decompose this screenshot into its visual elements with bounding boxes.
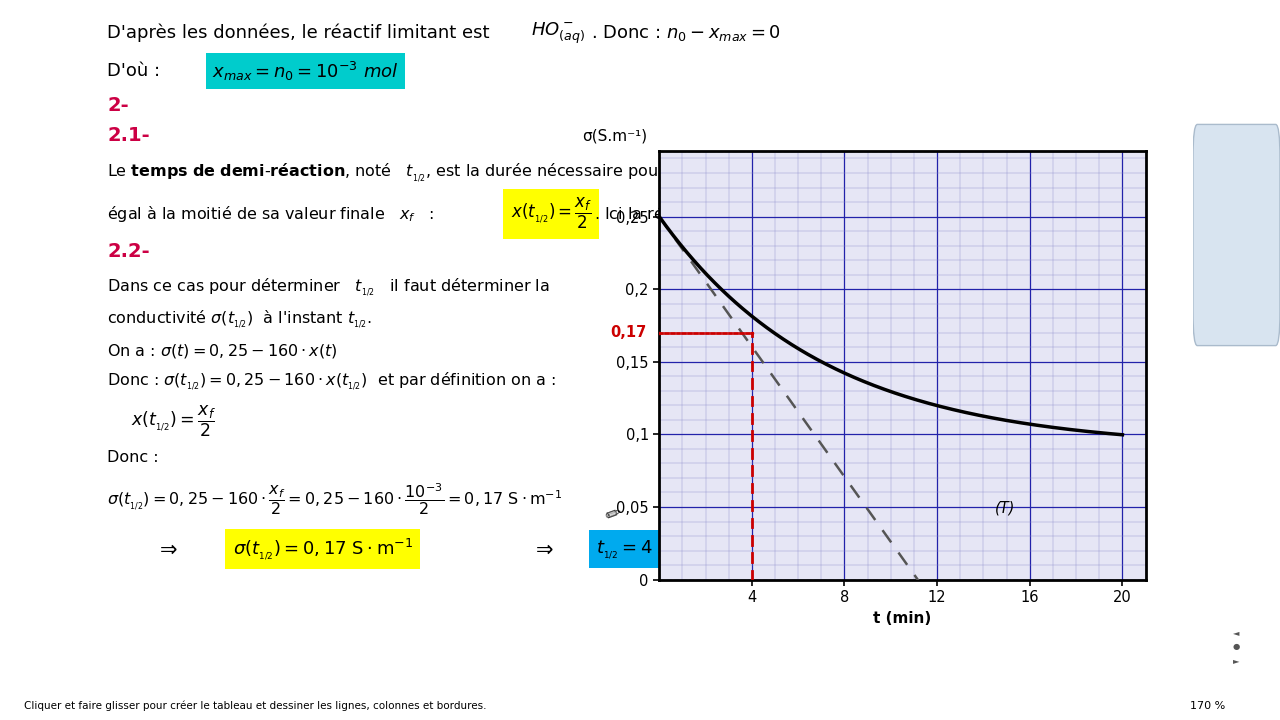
Text: 2.1-: 2.1- — [108, 126, 150, 145]
Text: D'où :: D'où : — [108, 62, 160, 80]
Text: Cliquer et faire glisser pour créer le tableau et dessiner les lignes, colonnes : Cliquer et faire glisser pour créer le t… — [24, 701, 486, 711]
Text: conductivité $\sigma(t_{_{1/2}})$  à l'instant $t_{_{1/2}}$.: conductivité $\sigma(t_{_{1/2}})$ à l'in… — [108, 309, 372, 331]
Text: ●: ● — [1233, 642, 1240, 651]
Text: $x(t_{_{1/2}}) = \dfrac{x_f}{2}$: $x(t_{_{1/2}}) = \dfrac{x_f}{2}$ — [132, 404, 216, 439]
Text: On a : $\sigma(t) = 0,25 - 160 \cdot x(t)$: On a : $\sigma(t) = 0,25 - 160 \cdot x(t… — [108, 343, 338, 361]
Text: ◄: ◄ — [1233, 628, 1240, 637]
Text: $\Rightarrow$: $\Rightarrow$ — [155, 539, 178, 559]
X-axis label: t (min): t (min) — [873, 611, 932, 626]
Text: ►: ► — [1233, 656, 1240, 665]
Text: $t_{_{1/2}} = 4\ min$: $t_{_{1/2}} = 4\ min$ — [596, 538, 692, 561]
Text: . Ici la réaction est totale, donc :   $x_f = x_{max}$: . Ici la réaction est totale, donc : $x_… — [594, 204, 937, 224]
Text: $x(t_{_{1/2}})=\dfrac{x_f}{2}$: $x(t_{_{1/2}})=\dfrac{x_f}{2}$ — [511, 196, 591, 231]
Text: . Donc : $n_0 - x_{max} = 0$: . Donc : $n_0 - x_{max} = 0$ — [590, 23, 781, 43]
Text: Dans ce cas pour déterminer   $t_{_{1/2}}$   il faut déterminer la: Dans ce cas pour déterminer $t_{_{1/2}}$… — [108, 276, 550, 299]
Text: ✏: ✏ — [603, 503, 625, 526]
Text: 170 %: 170 % — [1190, 701, 1226, 711]
Text: $\sigma(t_{_{1/2}}) = 0,17\ \mathrm{S} \cdot \mathrm{m}^{-1}$: $\sigma(t_{_{1/2}}) = 0,17\ \mathrm{S} \… — [233, 536, 413, 562]
Text: Donc : $\sigma(t_{_{1/2}}) = 0,25 - 160 \cdot x(t_{_{1/2}})$  et par définition : Donc : $\sigma(t_{_{1/2}}) = 0,25 - 160 … — [108, 371, 557, 393]
Text: D'après les données, le réactif limitant est: D'après les données, le réactif limitant… — [108, 24, 490, 42]
FancyBboxPatch shape — [1193, 125, 1280, 346]
Bar — [659, 151, 1146, 580]
Text: (T): (T) — [995, 501, 1015, 516]
Text: $x_{max} = n_0 = 10^{-3}\ mol$: $x_{max} = n_0 = 10^{-3}\ mol$ — [212, 60, 399, 83]
Text: σ(S.m⁻¹): σ(S.m⁻¹) — [582, 129, 648, 144]
Text: Le $\mathbf{temps\ de\ demi\text{-}r\acute{e}action}$, noté   $t_{_{1/2}}$, est : Le $\mathbf{temps\ de\ demi\text{-}r\acu… — [108, 162, 998, 185]
Text: égal à la moitié de sa valeur finale   $x_f$   :: égal à la moitié de sa valeur finale $x_… — [108, 204, 447, 224]
Text: $\sigma(t_{_{1/2}}) = 0,25 - 160 \cdot \dfrac{x_f}{2} = 0,25 - 160 \cdot \dfrac{: $\sigma(t_{_{1/2}}) = 0,25 - 160 \cdot \… — [108, 482, 563, 518]
Text: 2.2-: 2.2- — [108, 242, 150, 261]
Text: $HO^-_{(aq)}$: $HO^-_{(aq)}$ — [531, 21, 585, 46]
Text: Donc :: Donc : — [108, 450, 159, 465]
Text: 2-: 2- — [108, 96, 129, 115]
Text: $\Rightarrow$: $\Rightarrow$ — [531, 539, 553, 559]
Text: 0,17: 0,17 — [611, 325, 646, 341]
